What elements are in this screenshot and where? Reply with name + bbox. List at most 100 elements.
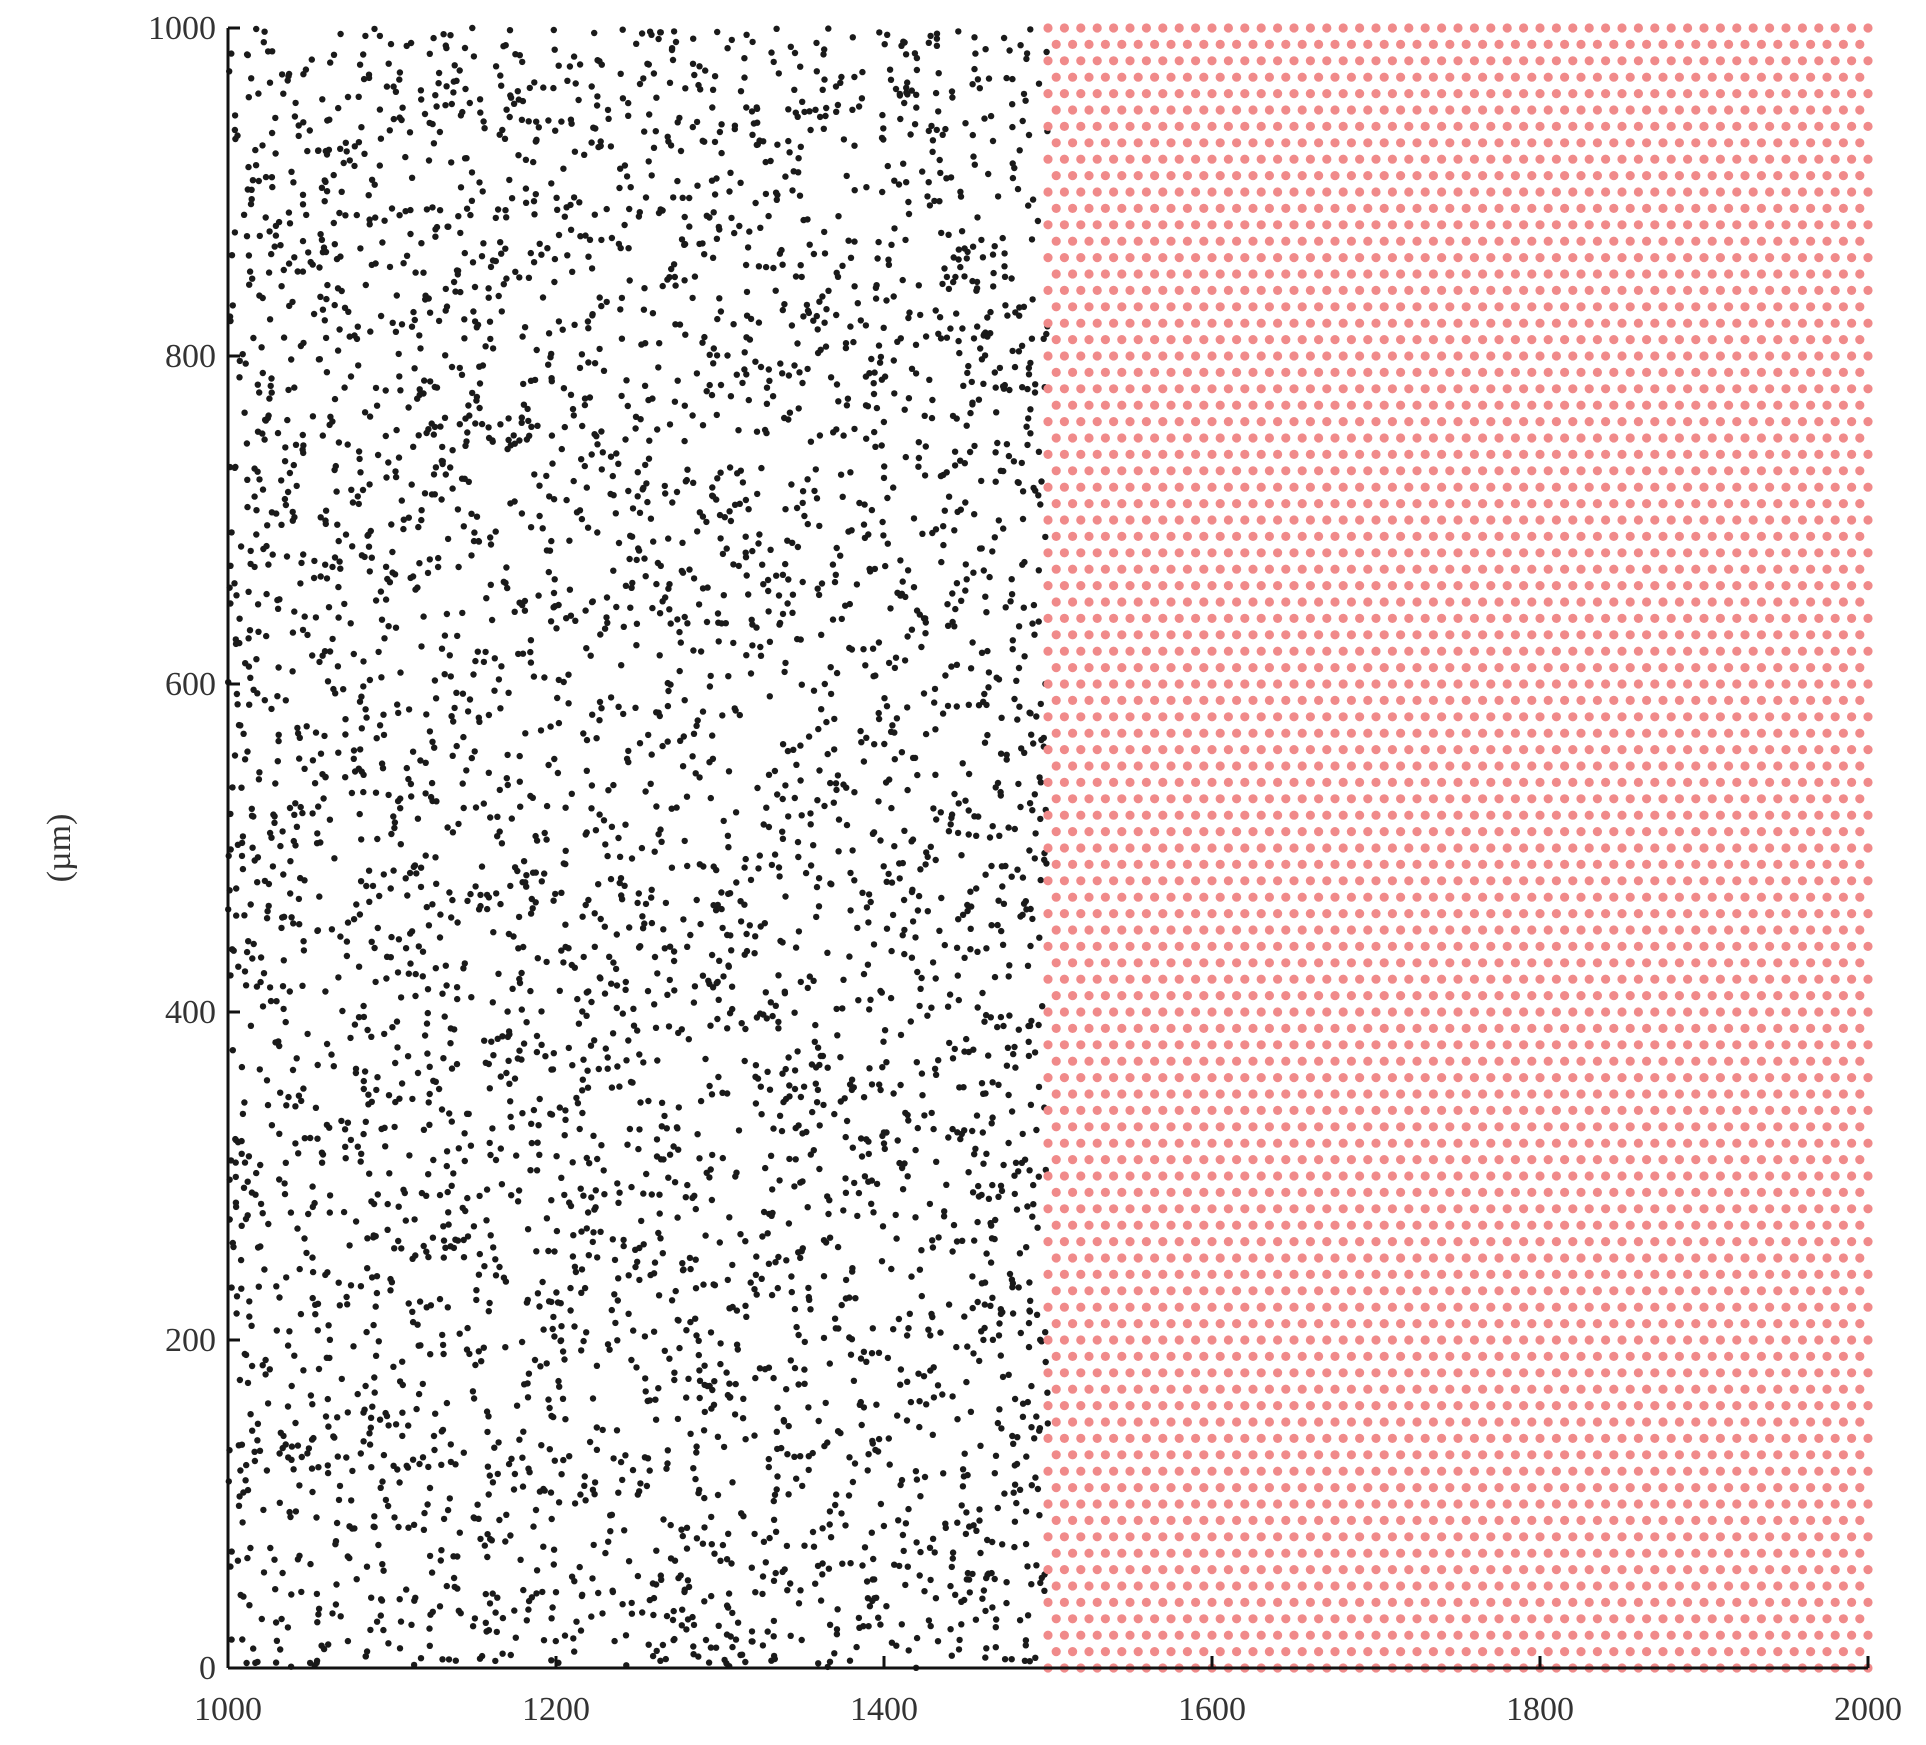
scatter-point	[494, 1035, 501, 1043]
scatter-point	[978, 649, 986, 656]
scatter-point	[534, 1139, 541, 1146]
scatter-point	[794, 838, 802, 846]
scatter-point	[497, 72, 504, 79]
scatter-point	[443, 1582, 450, 1590]
scatter-point	[551, 755, 558, 763]
scatter-point	[1009, 646, 1016, 653]
scatter-point	[383, 1412, 391, 1420]
scatter-point	[527, 249, 534, 257]
scatter-point	[922, 730, 930, 738]
scatter-point	[430, 1077, 437, 1085]
scatter-point	[989, 1538, 996, 1546]
scatter-point	[694, 528, 701, 535]
scatter-point	[355, 1014, 363, 1021]
scatter-point	[509, 985, 516, 992]
scatter-point	[1029, 296, 1036, 303]
scatter-point	[640, 306, 648, 313]
scatter-point	[486, 318, 494, 325]
scatter-point	[725, 1530, 732, 1538]
scatter-point	[851, 425, 858, 433]
scatter-point	[996, 364, 1004, 372]
scatter-point	[815, 1660, 822, 1667]
scatter-point	[545, 1298, 553, 1305]
scatter-point	[981, 1018, 988, 1025]
scatter-point	[717, 1557, 724, 1565]
scatter-point	[797, 143, 804, 150]
scatter-point	[928, 122, 935, 130]
scatter-point	[1092, 1565, 1102, 1575]
scatter-point	[883, 1059, 890, 1066]
scatter-point	[232, 636, 239, 643]
scatter-point	[833, 786, 840, 794]
scatter-point	[241, 756, 249, 763]
scatter-point	[974, 1218, 981, 1226]
scatter-point	[885, 870, 892, 878]
scatter-point	[717, 308, 725, 315]
scatter-point	[1010, 1050, 1017, 1058]
scatter-point	[288, 914, 295, 921]
scatter-point	[446, 1110, 453, 1117]
scatter-point	[555, 1377, 562, 1385]
scatter-point	[425, 1171, 432, 1178]
scatter-point	[342, 139, 349, 146]
scatter-point	[1011, 825, 1018, 833]
scatter-point	[983, 1150, 990, 1158]
scatter-point	[261, 436, 268, 443]
scatter-point	[344, 919, 352, 926]
scatter-point	[978, 545, 985, 552]
scatter-point	[1748, 1597, 1758, 1607]
scatter-point	[1797, 1565, 1807, 1575]
scatter-point	[487, 1151, 494, 1159]
scatter-point	[993, 674, 1000, 681]
scatter-point	[904, 1563, 911, 1570]
scatter-point	[706, 1082, 713, 1090]
scatter-point	[1011, 1462, 1018, 1469]
scatter-point	[585, 253, 592, 260]
scatter-point	[661, 1347, 668, 1355]
scatter-point	[425, 1463, 432, 1471]
scatter-point	[875, 798, 882, 805]
scatter-point	[292, 441, 300, 448]
scatter-point	[762, 1559, 769, 1566]
scatter-point	[833, 544, 840, 552]
scatter-point	[301, 877, 308, 884]
scatter-point	[324, 281, 331, 289]
scatter-point	[1371, 1532, 1381, 1542]
scatter-point	[566, 63, 574, 70]
scatter-point	[743, 572, 750, 579]
scatter-point	[251, 857, 258, 864]
scatter-point	[816, 113, 824, 121]
scatter-point	[420, 1126, 428, 1134]
scatter-point	[277, 842, 284, 850]
scatter-point	[324, 117, 331, 124]
scatter-point	[478, 420, 486, 428]
scatter-point	[299, 809, 306, 817]
scatter-point	[591, 1479, 599, 1486]
scatter-point	[1289, 1532, 1299, 1542]
scatter-point	[322, 147, 329, 155]
scatter-point	[657, 1572, 664, 1579]
scatter-point	[495, 970, 502, 977]
scatter-point	[839, 262, 846, 269]
scatter-point	[492, 63, 500, 70]
scatter-point	[454, 506, 462, 513]
scatter-point	[251, 1457, 259, 1465]
scatter-point	[293, 482, 300, 490]
scatter-point	[446, 1495, 453, 1502]
scatter-point	[902, 51, 910, 58]
scatter-point	[1412, 1548, 1422, 1558]
scatter-point	[393, 292, 400, 299]
scatter-point	[988, 922, 995, 929]
scatter-point	[633, 556, 640, 564]
scatter-point	[245, 938, 252, 945]
scatter-point	[503, 106, 510, 113]
scatter-point	[1035, 1021, 1042, 1029]
scatter-point	[1707, 1548, 1717, 1558]
scatter-point	[588, 782, 596, 789]
scatter-point	[1330, 1647, 1340, 1657]
scatter-point	[268, 1122, 276, 1129]
scatter-point	[334, 347, 342, 354]
scatter-point	[854, 1212, 861, 1220]
scatter-point	[583, 1154, 590, 1162]
scatter-point	[648, 919, 656, 927]
